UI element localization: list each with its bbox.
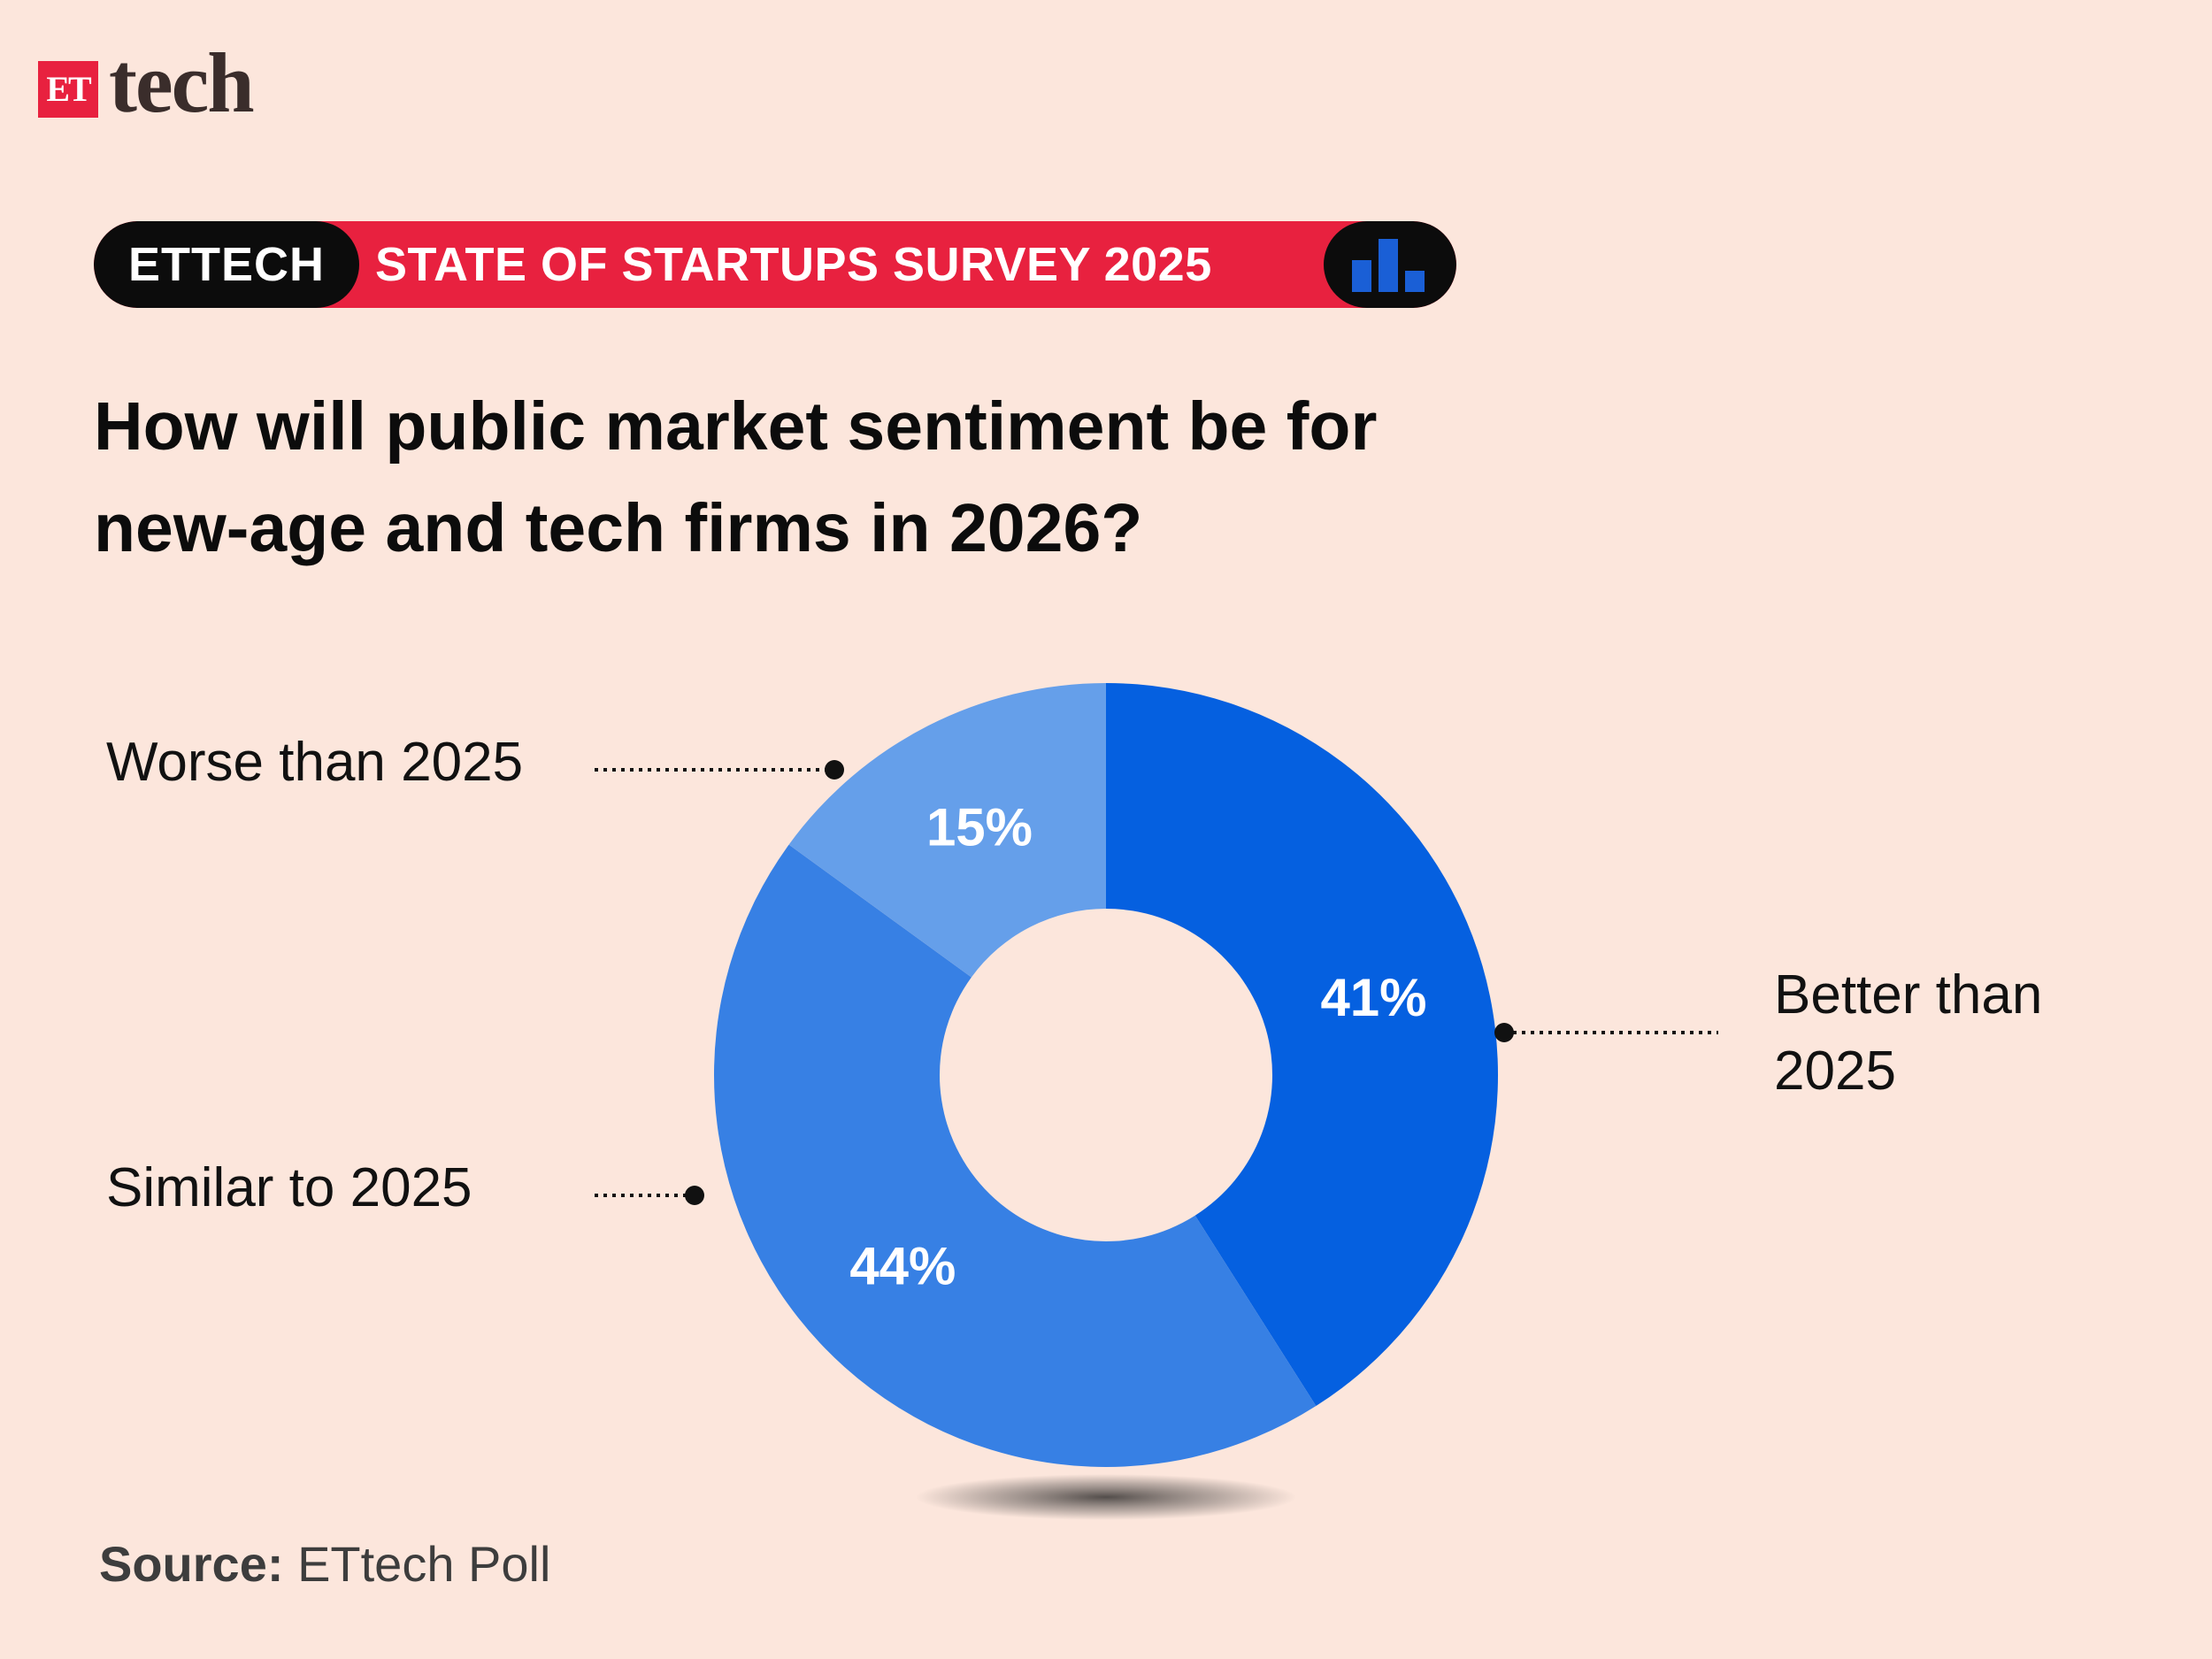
- category-label-better-than-2025: Better than 2025: [1774, 964, 2042, 1102]
- survey-banner: ETTECH STATE OF STARTUPS SURVEY 2025: [94, 221, 1456, 308]
- category-label-worse-than-2025: Worse than 2025: [106, 732, 523, 793]
- category-label-similar-to-2025: Similar to 2025: [106, 1157, 472, 1218]
- slice-similar-to-2025: [714, 844, 1317, 1467]
- slice-worse-than-2025: [788, 683, 1106, 978]
- question-line-2: new-age and tech firms in 2026?: [94, 490, 1143, 566]
- leader-dot-worse-than-2025: [825, 760, 844, 780]
- question-title: How will public market sentiment be for …: [94, 376, 1598, 580]
- value-label-worse-than-2025: 15%: [926, 797, 1033, 856]
- value-label-similar-to-2025: 44%: [849, 1237, 956, 1296]
- leader-dot-similar-to-2025: [685, 1186, 704, 1205]
- leader-dot-better-than-2025: [1494, 1023, 1514, 1042]
- chart-shadow: [916, 1474, 1296, 1520]
- value-label-better-than-2025: 41%: [1320, 968, 1426, 1027]
- source-text: ETtech Poll: [297, 1536, 551, 1592]
- brand-logo: ET tech: [38, 35, 255, 130]
- brand-name: tech: [109, 35, 255, 130]
- question-line-1: How will public market sentiment be for: [94, 388, 1378, 465]
- brand-badge: ET: [38, 60, 98, 118]
- source-label: Source:: [99, 1536, 284, 1592]
- banner-tag: ETTECH: [94, 221, 359, 308]
- banner-icon-container: [1324, 221, 1456, 308]
- banner-title: STATE OF STARTUPS SURVEY 2025: [375, 238, 1212, 291]
- bar-chart-icon: [1352, 239, 1425, 292]
- slice-better-than-2025: [1106, 683, 1498, 1407]
- source-note: Source: ETtech Poll: [99, 1535, 550, 1593]
